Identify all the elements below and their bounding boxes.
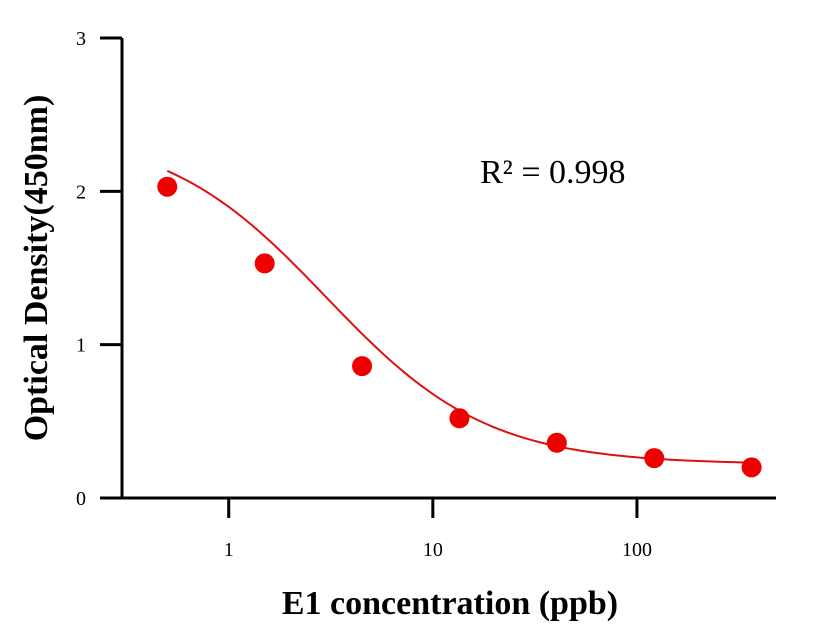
data-point [546, 432, 567, 453]
data-points [157, 176, 762, 478]
y-tick-label: 1 [76, 335, 86, 357]
r-squared-annotation: R² = 0.998 [480, 154, 626, 191]
data-point [449, 408, 470, 429]
x-tick-label: 1 [224, 539, 234, 561]
y-tick-label: 2 [76, 181, 86, 203]
y-axis-title: Optical Density(450nm) [18, 95, 55, 442]
data-point [741, 457, 762, 478]
y-tick-label: 0 [76, 488, 86, 510]
axes: 0 1 2 3 1 10 100 [76, 28, 776, 561]
x-ticks: 1 10 100 [224, 498, 652, 561]
x-tick-label: 10 [423, 539, 443, 561]
data-point [352, 356, 373, 377]
x-tick-label: 100 [622, 539, 652, 561]
data-point [254, 253, 275, 274]
data-point [644, 448, 665, 469]
y-ticks: 0 1 2 3 [76, 28, 122, 510]
y-tick-label: 3 [76, 28, 86, 50]
x-axis-title: E1 concentration (ppb) [282, 585, 618, 622]
data-point [157, 176, 178, 197]
